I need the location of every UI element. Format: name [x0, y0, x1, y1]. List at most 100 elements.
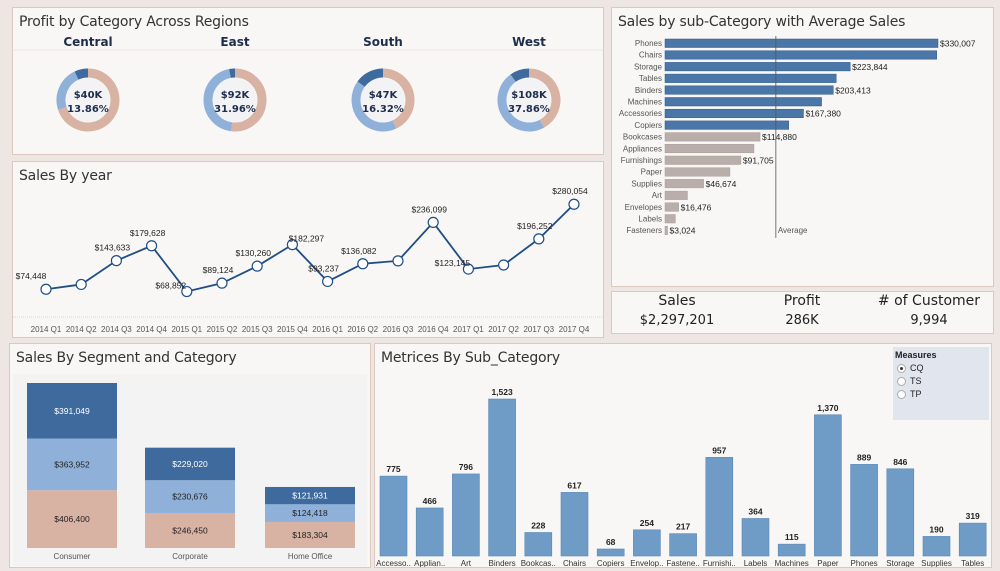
donut-hole [213, 78, 257, 122]
option-label: CQ [910, 363, 924, 373]
donut-value: $108K [511, 90, 548, 101]
donut-slice [497, 74, 545, 132]
segment-value-label: $363,952 [54, 459, 90, 469]
point-value-label: $89,124 [203, 265, 234, 275]
donut-hole [361, 78, 405, 122]
metric-bar [524, 532, 553, 557]
data-point [357, 258, 369, 270]
kpi-value: $2,297,201 [639, 313, 715, 328]
category-label: Supplies [631, 179, 662, 188]
bar-value-label: $91,705 [743, 156, 774, 166]
x-tick-label: Corporate [172, 552, 208, 561]
x-tick-label: Chairs [563, 559, 586, 567]
bar-value-label: 364 [748, 506, 762, 516]
data-point [462, 263, 474, 275]
sales-by-year-panel: Sales By year $74,448 2014 Q1 2014 Q2 $143,… [12, 161, 604, 338]
stacked-segment [265, 504, 355, 522]
region-name: Central [63, 35, 112, 49]
sales-bar [664, 50, 937, 60]
sales-by-year-line-chart: $74,448 2014 Q1 2014 Q2 $143,633 2014 Q3 $179… [13, 186, 603, 334]
x-tick-label: 2017 Q3 [523, 325, 554, 334]
category-label: Storage [634, 62, 663, 71]
x-tick-label: Storage [886, 559, 915, 567]
donut-percent: 13.86% [67, 104, 109, 115]
bar-value-label: 889 [857, 452, 871, 462]
donut-slice [510, 68, 530, 82]
category-label: Labels [638, 215, 662, 224]
donut-charts: Central $40K 13.86% East $92K 31.96% South $47K… [13, 35, 603, 132]
panel-title: Profit by Category Across Regions [19, 14, 249, 30]
bar-value-label: $46,674 [706, 179, 737, 189]
sales-bar [664, 144, 755, 154]
x-tick-label: 2014 Q3 [101, 325, 132, 334]
bar-value-label: 617 [567, 480, 581, 490]
panel-title: Metrices By Sub_Category [381, 350, 561, 366]
segment-value-label: $246,450 [172, 525, 208, 535]
donut-value: $47K [369, 90, 399, 101]
bar-value-label: 796 [459, 462, 473, 472]
data-point [427, 216, 439, 229]
bar-value-label: 957 [712, 445, 726, 455]
metric-bar [596, 548, 625, 557]
sales-bar [664, 73, 837, 83]
measure-option-tp[interactable]: TP [897, 389, 989, 399]
measure-option-cq[interactable]: CQ [897, 363, 989, 373]
donut-slice [382, 68, 415, 129]
point-value-label: $236,099 [411, 204, 447, 214]
measure-option-ts[interactable]: TS [897, 376, 989, 386]
category-label: Chairs [639, 51, 662, 60]
kpi-panel: Sales $2,297,201 Profit 286K # of Custom… [611, 291, 994, 334]
point-value-label: $280,054 [552, 186, 588, 196]
sales-bar [664, 85, 834, 95]
category-label: Paper [641, 168, 663, 177]
donut-slice [56, 71, 79, 110]
sales-line [45, 203, 575, 293]
stacked-segment [145, 512, 235, 548]
bar-value-label: $167,380 [805, 109, 841, 119]
x-tick-label: Consumer [54, 552, 91, 561]
data-point [216, 277, 228, 289]
radio-icon[interactable] [897, 376, 906, 386]
sales-by-subcategory-panel: Sales by sub-Category with Average Sales… [611, 7, 994, 287]
donut-slice [203, 69, 233, 132]
average-label: Average [778, 226, 808, 235]
metric-bar [452, 473, 480, 557]
metric-bar [741, 518, 770, 557]
x-tick-label: Fastene.. [666, 559, 699, 567]
stacked-segment [27, 490, 117, 548]
x-tick-label: 2017 Q1 [453, 325, 484, 334]
point-value-label: $196,252 [517, 221, 553, 231]
metrics-by-subcategory-panel: Metrices By Sub_Category 775 Accesso.. 466… [374, 343, 992, 568]
x-tick-label: 2016 Q1 [312, 325, 343, 334]
x-tick-label: Accesso.. [376, 559, 411, 567]
stacked-segment [27, 383, 117, 439]
stacked-segment [27, 438, 117, 491]
metric-bar [633, 529, 661, 557]
x-tick-label: Binders [489, 559, 516, 567]
category-label: Furnishings [621, 156, 662, 165]
radio-selected-icon[interactable] [897, 363, 906, 373]
category-label: Machines [628, 98, 662, 107]
region-name: East [220, 35, 249, 49]
x-tick-label: 2016 Q4 [418, 325, 449, 334]
metric-bar [705, 457, 734, 557]
x-tick-label: Paper [817, 559, 839, 567]
panel-title: Sales By Segment and Category [16, 350, 237, 366]
point-value-label: $182,297 [289, 234, 325, 244]
category-label: Bookcases [623, 133, 662, 142]
x-tick-label: 2017 Q2 [488, 325, 519, 334]
data-point [533, 233, 545, 245]
category-label: Appliances [623, 144, 662, 153]
data-point [322, 275, 334, 288]
donut-slice [528, 68, 561, 128]
x-tick-label: Home Office [288, 552, 333, 561]
bar-value-label: 775 [386, 464, 400, 474]
category-label: Art [652, 191, 663, 200]
metric-bar [850, 464, 878, 557]
radio-icon[interactable] [897, 389, 906, 399]
metric-bar [560, 492, 589, 557]
bar-value-label: 466 [423, 496, 437, 506]
x-tick-label: Supplies [921, 559, 952, 567]
data-point [75, 278, 87, 291]
category-label: Tables [639, 74, 662, 83]
